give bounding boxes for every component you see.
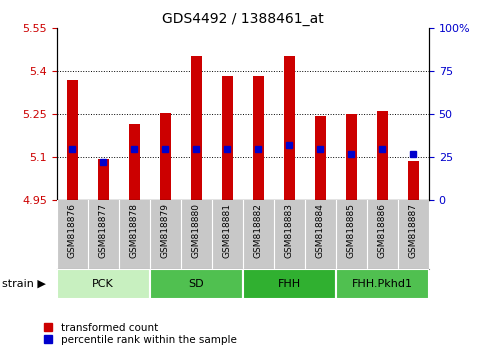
Text: GSM818880: GSM818880 (192, 204, 201, 258)
Text: GSM818886: GSM818886 (378, 204, 387, 258)
Bar (67, 80, 77, 200)
Bar (377, 111, 388, 200)
Bar (129, 124, 140, 200)
Bar (191, 56, 202, 200)
Bar (253, 75, 264, 200)
Text: GSM818885: GSM818885 (347, 204, 356, 258)
Text: GSM818879: GSM818879 (161, 204, 170, 258)
Text: GSM818882: GSM818882 (254, 204, 263, 258)
Bar (346, 114, 357, 200)
Text: GSM818884: GSM818884 (316, 204, 325, 258)
Text: FHH.Pkhd1: FHH.Pkhd1 (352, 279, 413, 289)
Bar (160, 113, 171, 200)
FancyBboxPatch shape (243, 269, 336, 299)
Legend: transformed count, percentile rank within the sample: transformed count, percentile rank withi… (40, 318, 241, 349)
Bar (408, 161, 419, 200)
Text: GSM818876: GSM818876 (68, 204, 77, 258)
Bar (98, 159, 108, 200)
Bar (315, 116, 326, 200)
FancyBboxPatch shape (150, 269, 243, 299)
Text: PCK: PCK (92, 279, 114, 289)
FancyBboxPatch shape (57, 269, 150, 299)
Text: FHH: FHH (278, 279, 301, 289)
Text: GSM818878: GSM818878 (130, 204, 139, 258)
Text: GSM818883: GSM818883 (285, 204, 294, 258)
Text: GSM818881: GSM818881 (223, 204, 232, 258)
FancyBboxPatch shape (336, 269, 429, 299)
Text: GSM818887: GSM818887 (409, 204, 418, 258)
Bar (284, 56, 295, 200)
Text: strain ▶: strain ▶ (2, 279, 46, 289)
Bar (222, 75, 233, 200)
Text: GSM818877: GSM818877 (99, 204, 108, 258)
Text: SD: SD (188, 279, 204, 289)
Title: GDS4492 / 1388461_at: GDS4492 / 1388461_at (162, 12, 324, 26)
